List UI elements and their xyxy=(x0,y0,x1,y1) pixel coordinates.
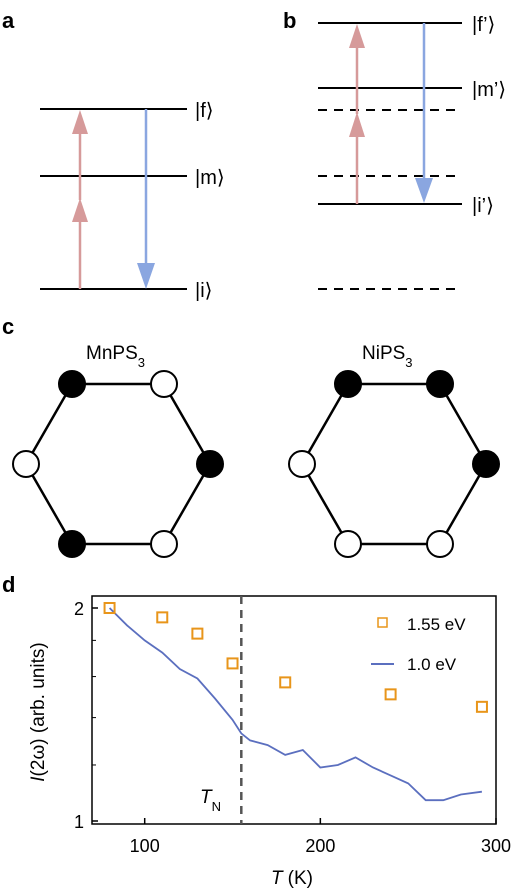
panel-a-label: a xyxy=(2,8,15,33)
x-axis: 100 200 300 xyxy=(130,818,511,856)
series-1p55ev-points xyxy=(103,602,488,713)
panel-c-label: c xyxy=(2,314,14,339)
mnps3-site-1-down xyxy=(150,370,178,398)
data-point-1p55ev xyxy=(191,627,204,640)
nips3-hexagon xyxy=(288,370,500,558)
emission-arrow-b xyxy=(415,23,433,203)
nips3-title: NiPS3 xyxy=(362,343,413,370)
nips3-site-5-down xyxy=(288,450,316,478)
mnps3-site-4-up xyxy=(58,530,86,558)
level-i-prime-label: |i’⟩ xyxy=(472,195,494,217)
nips3-hexagon-edges xyxy=(300,382,488,546)
data-point-1p55ev xyxy=(475,700,488,713)
tn-label: TN xyxy=(200,787,221,814)
panel-c: c MnPS3 NiPS3 xyxy=(2,314,500,558)
x-tick-label-300: 300 xyxy=(481,836,511,856)
nips3-site-0-up xyxy=(334,370,362,398)
panel-b-label: b xyxy=(283,8,296,33)
level-f-prime-label: |f’⟩ xyxy=(472,14,495,36)
x-axis-label: T (K) xyxy=(271,868,313,889)
nips3-site-4-down xyxy=(334,530,362,558)
data-point-1p55ev xyxy=(279,676,292,689)
excitation-arrow-a xyxy=(72,110,88,289)
y-axis-label: I(2ω) (arb. units) xyxy=(28,642,49,781)
x-tick-label-100: 100 xyxy=(130,836,160,856)
mnps3-title: MnPS3 xyxy=(86,343,145,370)
y-axis: 12 xyxy=(74,599,98,832)
nips3-site-3-down xyxy=(426,530,454,558)
data-point-1p55ev xyxy=(384,688,397,701)
mnps3-site-0-up xyxy=(58,370,86,398)
excitation-arrow-b xyxy=(349,24,365,204)
series-1p0ev-line xyxy=(108,607,483,802)
mnps3-site-3-down xyxy=(150,530,178,558)
level-i-label: |i⟩ xyxy=(195,280,212,302)
legend-entry-1p55ev: 1.55 eV xyxy=(407,615,466,634)
legend: 1.55 eV 1.0 eV xyxy=(371,615,466,674)
panel-d-label: d xyxy=(2,572,15,597)
nips3-site-2-up xyxy=(472,450,500,478)
data-point-1p55ev xyxy=(226,657,239,670)
y-tick-label-1: 1 xyxy=(74,812,84,832)
legend-entry-1p0ev: 1.0 eV xyxy=(407,655,457,674)
x-tick-label-200: 200 xyxy=(305,836,335,856)
level-m-label: |m⟩ xyxy=(195,167,225,189)
mnps3-site-5-down xyxy=(12,450,40,478)
panel-d: d 100 200 300 12 T (K) I(2ω) (arb. units) T… xyxy=(2,572,511,889)
mnps3-hexagon xyxy=(12,370,224,558)
data-point-1p55ev xyxy=(103,602,116,614)
y-tick-label-2: 2 xyxy=(74,599,84,619)
mnps3-hexagon-edges xyxy=(24,382,212,546)
panel-a: a |f⟩ |m⟩ |i⟩ xyxy=(2,8,225,302)
emission-arrow-a xyxy=(137,109,155,289)
plot-frame xyxy=(91,595,497,825)
level-m-prime-label: |m’⟩ xyxy=(472,79,506,101)
legend-square-marker xyxy=(377,617,388,628)
mnps3-site-2-up xyxy=(196,450,224,478)
panel-b: b |f’⟩ |m’⟩ |i’⟩ xyxy=(283,8,506,290)
level-f-label: |f⟩ xyxy=(195,100,214,122)
data-point-1p55ev xyxy=(156,611,169,624)
nips3-site-1-up xyxy=(426,370,454,398)
